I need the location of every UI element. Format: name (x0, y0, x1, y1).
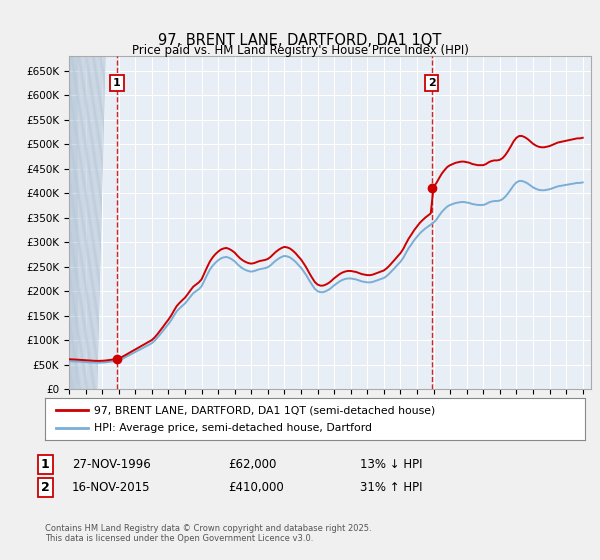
Text: 1: 1 (113, 78, 121, 88)
Text: 31% ↑ HPI: 31% ↑ HPI (360, 480, 422, 494)
Bar (69, 56, 78, 389)
Text: 13% ↓ HPI: 13% ↓ HPI (360, 458, 422, 472)
Text: 2: 2 (41, 480, 49, 494)
Text: 97, BRENT LANE, DARTFORD, DA1 1QT (semi-detached house): 97, BRENT LANE, DARTFORD, DA1 1QT (semi-… (94, 405, 435, 415)
Text: 27-NOV-1996: 27-NOV-1996 (72, 458, 151, 472)
Text: £62,000: £62,000 (228, 458, 277, 472)
Text: 97, BRENT LANE, DARTFORD, DA1 1QT: 97, BRENT LANE, DARTFORD, DA1 1QT (158, 32, 442, 48)
Text: £410,000: £410,000 (228, 480, 284, 494)
Text: HPI: Average price, semi-detached house, Dartford: HPI: Average price, semi-detached house,… (94, 423, 371, 433)
Text: 16-NOV-2015: 16-NOV-2015 (72, 480, 151, 494)
Text: Contains HM Land Registry data © Crown copyright and database right 2025.
This d: Contains HM Land Registry data © Crown c… (45, 524, 371, 543)
Text: 2: 2 (428, 78, 436, 88)
Text: 1: 1 (41, 458, 49, 472)
Text: Price paid vs. HM Land Registry's House Price Index (HPI): Price paid vs. HM Land Registry's House … (131, 44, 469, 57)
